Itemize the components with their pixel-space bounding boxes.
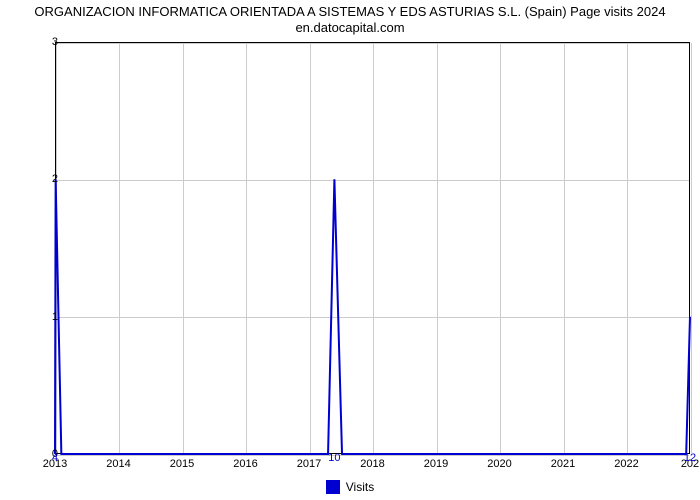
x-blue-label: 4 <box>52 452 58 464</box>
x-blue-label: 12 <box>684 452 696 464</box>
legend-swatch <box>326 480 340 494</box>
chart-title-line2: en.datocapital.com <box>295 20 404 35</box>
legend: Visits <box>0 480 700 494</box>
plot-wrap <box>55 42 690 454</box>
x-tick-label: 2022 <box>607 458 647 470</box>
chart-title: ORGANIZACION INFORMATICA ORIENTADA A SIS… <box>0 4 700 37</box>
chart-svg <box>55 42 690 454</box>
x-tick-label: 2014 <box>99 458 139 470</box>
x-blue-label: 10 <box>328 452 340 464</box>
x-tick-label: 2015 <box>162 458 202 470</box>
chart-container: ORGANIZACION INFORMATICA ORIENTADA A SIS… <box>0 0 700 500</box>
x-tick-label: 2017 <box>289 458 329 470</box>
x-tick-label: 2019 <box>416 458 456 470</box>
x-tick-label: 2016 <box>226 458 266 470</box>
y-tick-label: 2 <box>28 173 58 185</box>
vertical-gridline <box>691 43 692 453</box>
y-tick-label: 3 <box>28 36 58 48</box>
series-line <box>55 179 690 454</box>
x-tick-label: 2018 <box>353 458 393 470</box>
y-tick-label: 1 <box>28 311 58 323</box>
x-tick-label: 2021 <box>543 458 583 470</box>
legend-label: Visits <box>346 480 374 494</box>
chart-title-line1: ORGANIZACION INFORMATICA ORIENTADA A SIS… <box>34 4 665 19</box>
x-tick-label: 2020 <box>480 458 520 470</box>
